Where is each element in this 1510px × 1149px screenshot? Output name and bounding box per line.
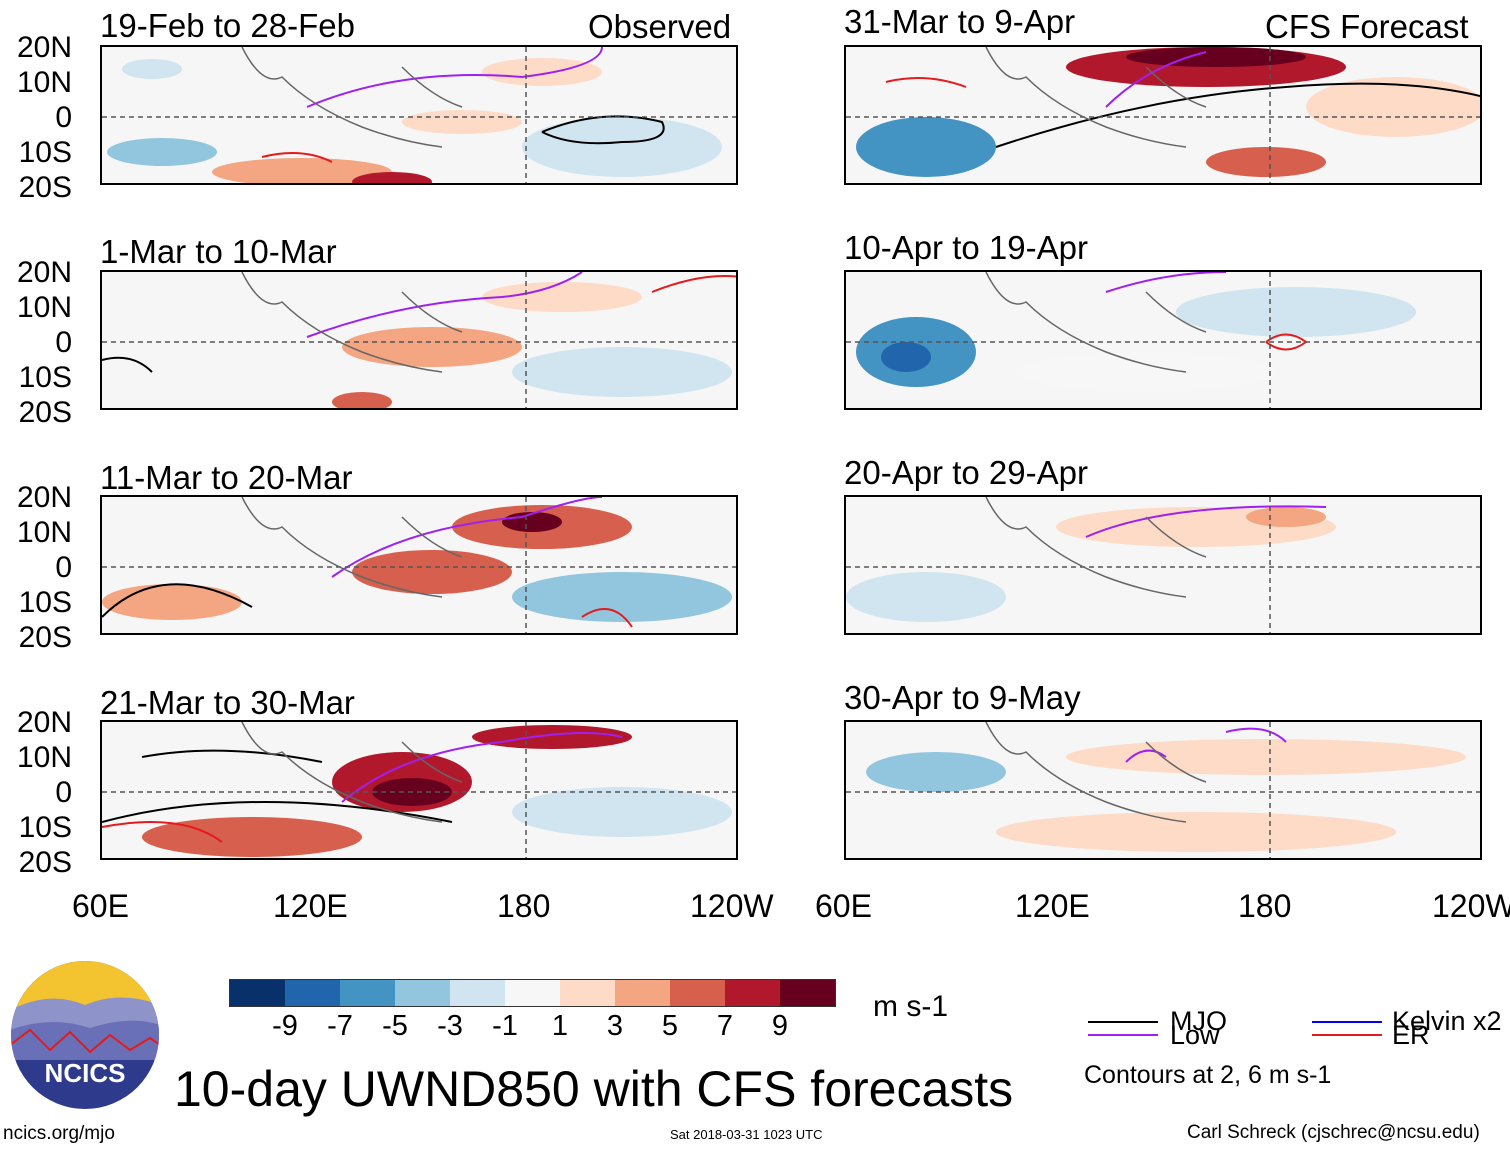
contour-note: Contours at 2, 6 m s-1 (1084, 1061, 1332, 1089)
legend-label-kelvin: Kelvin x2 (1392, 1006, 1502, 1036)
map-panel-observed-3 (100, 495, 738, 635)
lat-label: 0 (55, 776, 72, 809)
wind-anomaly-map (846, 47, 1480, 183)
legend-line-low (1088, 1034, 1158, 1036)
wind-anomaly-map (102, 272, 736, 408)
legend-label-low: Low (1170, 1020, 1220, 1050)
logo-text: NCICS (45, 1058, 126, 1088)
map-panel-forecast-1 (844, 45, 1482, 185)
forecast-label: CFS Forecast (1265, 8, 1469, 45)
map-panel-observed-4 (100, 720, 738, 860)
lat-label: 0 (55, 101, 72, 134)
wind-anomaly-map (846, 272, 1480, 408)
footer-timestamp: Sat 2018-03-31 1023 UTC (670, 1127, 823, 1142)
lon-label: 60E (72, 888, 129, 924)
colorbar-swatch (340, 980, 395, 1006)
colorbar-label: 1 (551, 1010, 569, 1042)
lat-label: 20S (18, 171, 72, 204)
lon-label: 120W (690, 888, 774, 924)
lat-label: 10N (16, 66, 72, 99)
panel-title: 1-Mar to 10-Mar (100, 233, 337, 270)
lon-label: 60E (815, 888, 872, 924)
legend-label-er: ER (1392, 1020, 1430, 1050)
lat-label: 10S (18, 811, 72, 844)
lat-label: 20S (18, 396, 72, 429)
colorbar-swatch (670, 980, 725, 1006)
map-panel-observed-1 (100, 45, 738, 185)
lat-label: 10S (18, 586, 72, 619)
panel-title: 20-Apr to 29-Apr (844, 454, 1088, 491)
map-panel-forecast-3 (844, 495, 1482, 635)
lon-label: 180 (497, 888, 551, 924)
colorbar-label: 3 (606, 1010, 624, 1042)
lat-label: 20S (18, 846, 72, 879)
ncics-logo: NCICS (11, 961, 159, 1109)
colorbar-swatch (450, 980, 505, 1006)
colorbar-label: -5 (382, 1010, 408, 1042)
lon-label: 120E (1015, 888, 1090, 924)
lat-label: 20S (18, 621, 72, 654)
colorbar (229, 979, 836, 1007)
lat-label: 10N (16, 291, 72, 324)
colorbar-swatch (505, 980, 560, 1006)
legend-line-mjo (1088, 1021, 1158, 1023)
lat-label: 0 (55, 551, 72, 584)
colorbar-swatch (615, 980, 670, 1006)
lat-label: 0 (55, 326, 72, 359)
lat-label: 10S (18, 136, 72, 169)
map-panel-forecast-4 (844, 720, 1482, 860)
colorbar-label: 7 (716, 1010, 734, 1042)
legend-label-mjo: MJO (1170, 1006, 1227, 1036)
lat-label: 20N (16, 31, 72, 64)
wind-anomaly-map (102, 497, 736, 633)
panel-title: 31-Mar to 9-Apr (844, 3, 1076, 40)
wind-anomaly-map (102, 47, 736, 183)
lat-label: 20N (16, 706, 72, 739)
legend-line-er (1312, 1034, 1382, 1036)
colorbar-label: -3 (437, 1010, 463, 1042)
observed-label: Observed (588, 8, 732, 45)
colorbar-units: m s-1 (873, 990, 948, 1023)
lat-label: 20N (16, 481, 72, 514)
colorbar-label: -1 (492, 1010, 518, 1042)
map-panel-observed-2 (100, 270, 738, 410)
lat-label: 10N (16, 516, 72, 549)
figure-title: 10-day UWND850 with CFS forecasts (174, 1061, 1014, 1117)
legend-line-kelvin (1312, 1021, 1382, 1023)
panel-title: 21-Mar to 30-Mar (100, 684, 355, 721)
wind-anomaly-map (102, 722, 736, 858)
colorbar-swatch (285, 980, 340, 1006)
footer-url: ncics.org/mjo (3, 1123, 115, 1144)
colorbar-swatch (560, 980, 615, 1006)
colorbar-swatch (230, 980, 285, 1006)
map-panel-forecast-2 (844, 270, 1482, 410)
colorbar-swatch (780, 980, 835, 1006)
lon-label: 180 (1238, 888, 1292, 924)
panel-title: 19-Feb to 28-Feb (100, 7, 355, 44)
colorbar-swatch (725, 980, 780, 1006)
lat-label: 10N (16, 741, 72, 774)
panel-title: 10-Apr to 19-Apr (844, 229, 1088, 266)
colorbar-label: 5 (661, 1010, 679, 1042)
panel-title: 11-Mar to 20-Mar (100, 459, 353, 496)
lat-label: 10S (18, 361, 72, 394)
colorbar-label: -9 (272, 1010, 298, 1042)
lon-label: 120E (273, 888, 348, 924)
lon-label: 120W (1432, 888, 1510, 924)
footer-credit: Carl Schreck (cjschrec@ncsu.edu) (1187, 1122, 1480, 1143)
colorbar-label: -7 (327, 1010, 353, 1042)
wind-anomaly-map (846, 722, 1480, 858)
colorbar-swatch (395, 980, 450, 1006)
lat-label: 20N (16, 256, 72, 289)
colorbar-label: 9 (771, 1010, 789, 1042)
panel-title: 30-Apr to 9-May (844, 679, 1081, 716)
wind-anomaly-map (846, 497, 1480, 633)
